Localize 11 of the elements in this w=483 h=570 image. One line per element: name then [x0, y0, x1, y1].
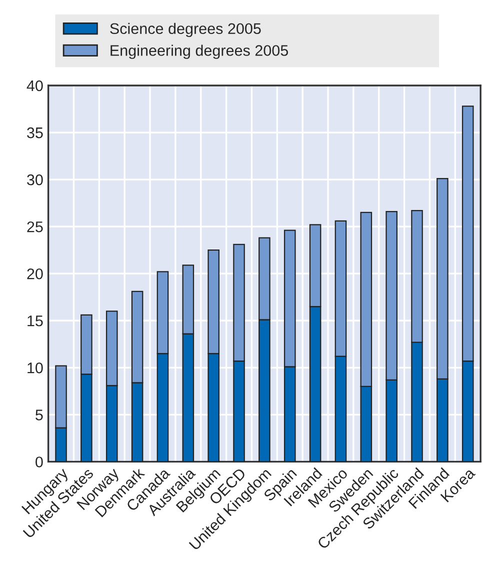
y-tick-label: 20: [27, 268, 43, 280]
y-tick-label: 0: [36, 456, 43, 468]
y-tick-label: 35: [27, 127, 43, 138]
y-tick-label: 25: [27, 221, 43, 232]
y-tick-label: 15: [28, 316, 43, 326]
legend-label: Science degrees 2005: [110, 22, 261, 38]
y-tick-label: 40: [26, 80, 43, 92]
y-tick-label: 10: [28, 362, 43, 374]
y-tick-label: 5: [36, 410, 43, 420]
legend-label: Engineering degrees 2005: [110, 44, 288, 59]
y-tick-label: 30: [27, 174, 43, 186]
